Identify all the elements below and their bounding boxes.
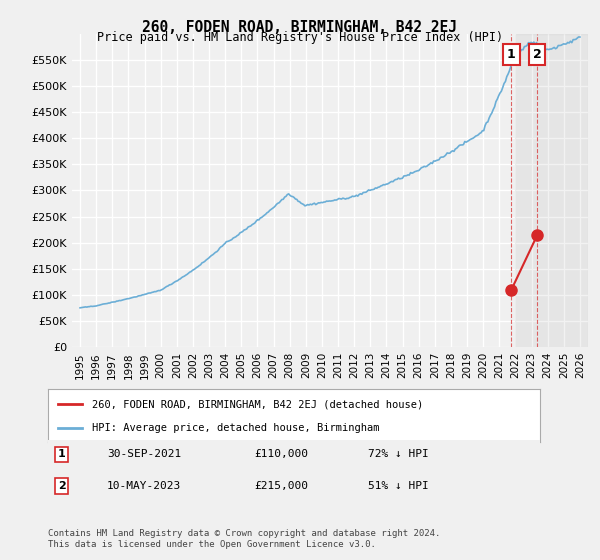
Text: 2: 2 (58, 481, 65, 491)
Text: 1: 1 (58, 450, 65, 459)
Text: £215,000: £215,000 (254, 481, 308, 491)
Text: 72% ↓ HPI: 72% ↓ HPI (368, 450, 428, 459)
Text: 51% ↓ HPI: 51% ↓ HPI (368, 481, 428, 491)
Text: £110,000: £110,000 (254, 450, 308, 459)
Text: Price paid vs. HM Land Registry's House Price Index (HPI): Price paid vs. HM Land Registry's House … (97, 31, 503, 44)
Text: 260, FODEN ROAD, BIRMINGHAM, B42 2EJ: 260, FODEN ROAD, BIRMINGHAM, B42 2EJ (143, 20, 458, 35)
Text: 260, FODEN ROAD, BIRMINGHAM, B42 2EJ (detached house): 260, FODEN ROAD, BIRMINGHAM, B42 2EJ (de… (92, 399, 424, 409)
Text: HPI: Average price, detached house, Birmingham: HPI: Average price, detached house, Birm… (92, 422, 380, 432)
Text: 1: 1 (507, 48, 516, 61)
Bar (515, 34, 588, 347)
Text: 10-MAY-2023: 10-MAY-2023 (107, 481, 181, 491)
Text: Contains HM Land Registry data © Crown copyright and database right 2024.
This d: Contains HM Land Registry data © Crown c… (48, 529, 440, 549)
Text: 2: 2 (533, 48, 542, 61)
Text: 30-SEP-2021: 30-SEP-2021 (107, 450, 181, 459)
